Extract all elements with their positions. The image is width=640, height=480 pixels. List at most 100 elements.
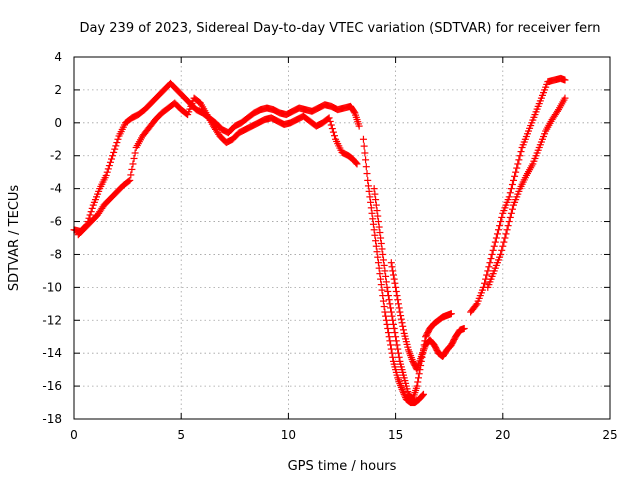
data-point bbox=[495, 226, 503, 234]
data-point bbox=[387, 341, 395, 349]
data-point bbox=[510, 176, 518, 184]
data-point bbox=[359, 135, 367, 143]
data-point bbox=[374, 253, 382, 261]
data-point bbox=[460, 325, 468, 332]
data-point bbox=[373, 207, 381, 215]
data-point bbox=[501, 234, 509, 242]
data-point bbox=[500, 238, 508, 246]
y-tick-label: -4 bbox=[50, 182, 62, 196]
data-point bbox=[86, 211, 94, 219]
data-point bbox=[419, 391, 427, 399]
data-point bbox=[129, 160, 137, 168]
data-point bbox=[481, 279, 489, 287]
data-point bbox=[372, 242, 380, 250]
data-point bbox=[419, 390, 427, 398]
data-point bbox=[327, 121, 335, 129]
data-point bbox=[389, 316, 397, 324]
data-point bbox=[376, 229, 384, 237]
data-point bbox=[505, 218, 513, 226]
data-point bbox=[385, 296, 393, 304]
data-point bbox=[379, 297, 387, 305]
x-tick-label: 20 bbox=[495, 428, 510, 442]
data-point bbox=[512, 168, 520, 176]
data-point bbox=[384, 325, 392, 332]
data-point bbox=[395, 304, 403, 312]
data-point bbox=[387, 259, 395, 267]
data-point bbox=[112, 142, 120, 150]
data-point bbox=[369, 215, 377, 223]
data-point bbox=[106, 158, 114, 166]
data-point bbox=[498, 213, 506, 221]
data-point bbox=[366, 193, 374, 201]
data-point bbox=[387, 304, 395, 312]
data-point bbox=[388, 263, 396, 271]
data-point bbox=[379, 250, 387, 258]
data-point bbox=[561, 94, 569, 102]
data-point bbox=[497, 250, 505, 258]
data-point bbox=[487, 255, 495, 263]
y-tick-label: -18 bbox=[42, 412, 62, 426]
data-point bbox=[328, 125, 336, 133]
data-point bbox=[561, 76, 569, 84]
y-tick-label: 2 bbox=[54, 83, 62, 97]
data-point bbox=[498, 246, 506, 254]
points-layer bbox=[70, 74, 569, 407]
data-point bbox=[390, 325, 398, 332]
data-point bbox=[375, 223, 383, 231]
y-tick-label: -12 bbox=[42, 313, 62, 327]
data-point bbox=[397, 315, 405, 323]
data-point bbox=[396, 308, 404, 316]
data-point bbox=[376, 270, 384, 278]
data-point bbox=[499, 242, 507, 250]
data-point bbox=[384, 292, 392, 300]
data-point bbox=[506, 213, 514, 221]
data-point bbox=[364, 176, 372, 184]
x-tick-label: 15 bbox=[388, 428, 403, 442]
data-point bbox=[370, 185, 378, 193]
data-point bbox=[414, 378, 422, 386]
data-point bbox=[389, 353, 397, 361]
data-point bbox=[109, 152, 117, 160]
data-point bbox=[389, 320, 397, 328]
y-tick-label: -10 bbox=[42, 280, 62, 294]
data-point bbox=[113, 139, 121, 147]
data-point bbox=[507, 185, 515, 193]
y-tick-label: -8 bbox=[50, 247, 62, 261]
data-point bbox=[374, 212, 382, 220]
data-point bbox=[399, 389, 407, 397]
data-point bbox=[371, 190, 379, 198]
y-tick-label: -2 bbox=[50, 149, 62, 163]
data-point bbox=[395, 353, 403, 361]
data-point bbox=[127, 171, 135, 179]
data-point bbox=[377, 281, 385, 289]
data-point bbox=[369, 220, 377, 228]
data-point bbox=[392, 333, 400, 341]
data-point bbox=[372, 201, 380, 209]
data-point bbox=[385, 333, 393, 341]
data-point bbox=[367, 198, 375, 206]
data-point bbox=[128, 165, 136, 173]
data-point bbox=[515, 156, 523, 164]
data-point bbox=[374, 259, 382, 267]
data-point bbox=[382, 316, 390, 324]
data-point bbox=[364, 182, 372, 190]
data-point bbox=[505, 193, 513, 201]
x-tick-label: 10 bbox=[281, 428, 296, 442]
data-point bbox=[418, 392, 426, 400]
data-point bbox=[391, 329, 399, 337]
data-point bbox=[350, 108, 358, 116]
data-point bbox=[413, 382, 421, 390]
data-point bbox=[508, 181, 516, 189]
data-point bbox=[489, 246, 497, 254]
data-point bbox=[394, 349, 402, 357]
data-point bbox=[352, 159, 360, 167]
data-point bbox=[88, 204, 96, 212]
data-point bbox=[352, 158, 360, 166]
data-point bbox=[131, 149, 139, 157]
data-point bbox=[485, 263, 493, 271]
data-point bbox=[325, 114, 333, 122]
data-point bbox=[383, 320, 391, 328]
data-point bbox=[381, 267, 389, 275]
data-point bbox=[496, 222, 504, 230]
